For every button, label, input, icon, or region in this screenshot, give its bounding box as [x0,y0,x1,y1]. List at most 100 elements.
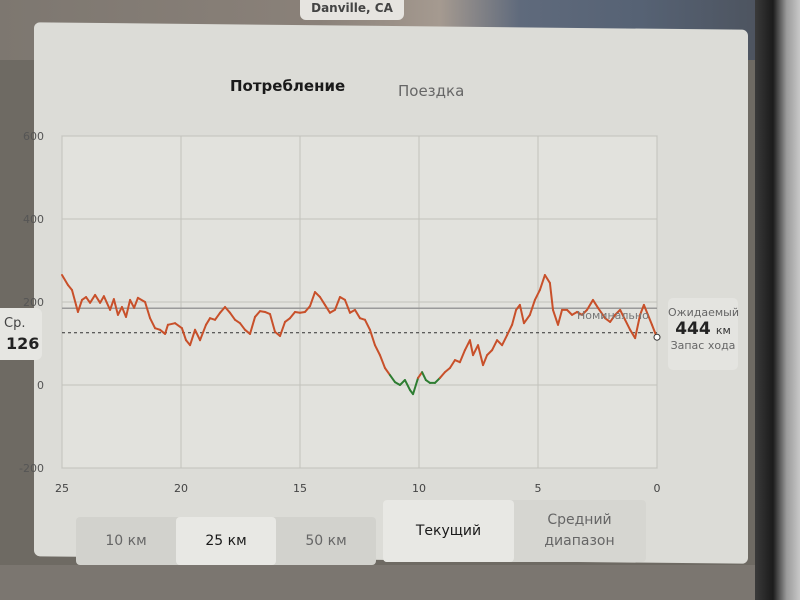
series-segment [159,328,167,335]
series-segment [214,311,222,321]
series-segment [120,305,128,318]
series-segment [421,371,427,382]
series-segment [642,303,649,316]
y-tick-label: -200 [19,462,44,475]
mode-current-button[interactable]: Текущий [383,500,514,562]
x-tick-label: 15 [293,482,307,495]
x-tick-label: 0 [654,482,661,495]
series-segment [166,322,177,326]
series-segment [528,298,536,316]
series-segment [551,308,559,326]
series-segment [403,379,411,391]
series-segment [189,328,197,347]
series-segment [378,354,386,369]
series-segment [363,318,371,331]
map-strip-bottom [0,565,755,600]
x-tick-label: 25 [55,482,69,495]
series-segment [66,283,73,291]
series-segment [639,303,645,316]
series-segment [543,274,551,284]
tab-consumption[interactable]: Потребление [230,77,346,95]
series-segment [443,366,451,374]
series-segment [496,339,504,347]
series-segment [353,308,361,320]
series-segment [609,313,617,323]
range-label: Ожидаемый [668,306,739,319]
distance-25km-button[interactable]: 25 км [176,517,276,565]
series-segment [70,288,78,306]
series-segment [501,334,509,347]
series-segment [614,308,622,316]
series-segment [254,310,262,318]
series-segment [149,317,157,330]
series-segment [538,274,546,291]
tab-trip[interactable]: Поездка [398,82,465,100]
series-segment [522,313,531,325]
series-segment [289,310,297,320]
range-value: 444 [675,319,711,339]
series-segment [506,323,514,337]
series-segment [224,305,232,314]
series-segment [204,317,212,326]
series-segment [477,344,485,367]
series-segment [274,330,282,338]
series-segment [99,295,105,304]
range-mode-selector: Текущий Средний диапазон [383,500,646,562]
series-segment [398,379,406,386]
series-segment [388,374,396,384]
series-segment [239,322,247,331]
series-segment [448,359,456,369]
series-segment [125,298,132,318]
series-segment [458,349,466,364]
series-segment [604,317,612,323]
x-tick-label: 5 [535,482,542,495]
series-segment [219,305,227,314]
mode-average-range-button[interactable]: Средний диапазон [544,512,615,549]
series-segment [586,298,594,311]
series-segment [144,301,152,320]
series-segment [279,320,287,338]
average-box: Ср. 126 [0,308,42,360]
series-segment [651,323,658,337]
series-segment [343,298,351,314]
screen-bezel [755,0,800,600]
series-segment [383,366,391,377]
series-segment [482,354,489,367]
series-segment [566,308,574,316]
series-segment [269,313,277,333]
series-segment [76,298,83,313]
series-segment [486,349,494,357]
x-tick-label: 10 [412,482,426,495]
series-segment [303,305,311,313]
series-segment [112,298,119,316]
series-segment [368,328,376,347]
series-segment [85,296,92,304]
series-segment [591,298,599,309]
series-segment [199,323,207,342]
y-tick-label: 0 [37,379,44,392]
series-segment [102,295,112,311]
series-segment [129,298,136,309]
series-segment [491,339,499,352]
series-segment [412,376,420,396]
distance-10km-button[interactable]: 10 км [105,533,147,549]
series-segment [333,296,341,311]
distance-50km-button[interactable]: 50 км [305,533,347,549]
series-segment [646,313,654,326]
series-segment [323,303,331,314]
x-tick-label: 20 [174,482,188,495]
series-segment [116,305,123,316]
series-segment [556,308,564,326]
chart-ticks: 25 20 15 10 5 0 600 400 200 0 -200 [19,130,660,495]
series-segment [136,296,147,303]
series-segment [89,293,97,304]
y-tick-label: 400 [23,213,44,226]
series-segment [433,376,441,384]
series-segment [472,344,480,357]
series-segment [629,328,637,340]
series-segment [308,291,316,308]
series-segment [596,306,607,320]
average-value: 126 [6,334,40,353]
range-sublabel: Запас хода [670,339,736,352]
